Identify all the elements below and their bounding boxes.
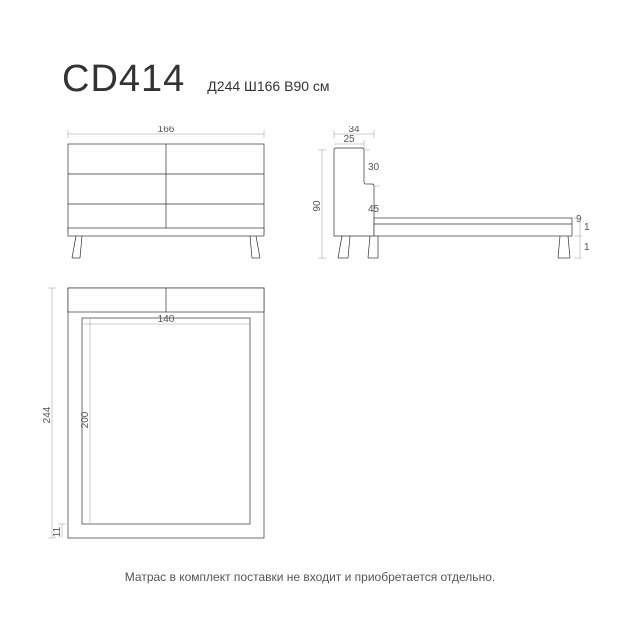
header: CD414 Д244 Ш166 В90 см bbox=[62, 58, 330, 101]
footnote: Матрас в комплект поставки не входит и п… bbox=[0, 570, 620, 584]
plan-inner-l: 200 bbox=[80, 411, 91, 428]
front-elevation: 166 bbox=[62, 126, 272, 266]
plan-view: 244 140 200 11 bbox=[42, 280, 282, 550]
front-width-label: 166 bbox=[158, 126, 175, 135]
plan-inner-w: 140 bbox=[158, 314, 175, 325]
side-elevation: 34 25 90 30 45 9 18 15 bbox=[310, 126, 590, 266]
side-9: 9 bbox=[576, 214, 582, 225]
model-code: CD414 bbox=[62, 58, 185, 101]
plan-length: 244 bbox=[42, 406, 53, 423]
side-15: 15 bbox=[584, 242, 590, 253]
side-30: 30 bbox=[368, 162, 380, 173]
plan-margin: 11 bbox=[52, 526, 63, 537]
overall-dimensions: Д244 Ш166 В90 см bbox=[207, 78, 329, 94]
side-sub-label: 25 bbox=[343, 134, 355, 145]
side-18: 18 bbox=[584, 222, 590, 233]
side-height-label: 90 bbox=[312, 200, 323, 212]
side-45: 45 bbox=[368, 204, 380, 215]
